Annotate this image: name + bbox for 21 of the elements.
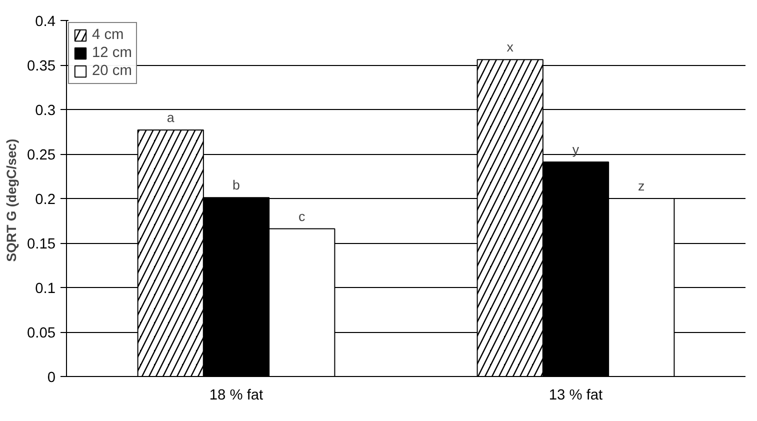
data-label: a (166, 110, 175, 125)
y-tick-label: 0.05 (26, 326, 56, 342)
y-tick-label: 0.1 (35, 281, 56, 297)
y-tick-label: 0.2 (35, 192, 56, 208)
y-tick-label: 0.35 (26, 58, 56, 74)
y-tick-label: 0.4 (35, 14, 56, 30)
data-label: c (298, 208, 306, 224)
x-tick-label: 13 % fat (548, 388, 603, 404)
legend-label: 4 cm (92, 27, 124, 43)
y-tick-label: 0.3 (35, 103, 56, 119)
x-tick-label: 18 % fat (209, 388, 264, 404)
y-axis-title: SQRT G (degC/sec) (4, 138, 19, 262)
data-label: b (232, 178, 240, 193)
y-tick-label: 0.15 (26, 236, 56, 252)
legend-label: 12 cm (92, 45, 132, 61)
data-label: y (572, 142, 580, 158)
y-tick-label: 0.25 (26, 148, 56, 164)
legend-label: 20 cm (92, 63, 132, 79)
y-tick-label: 0 (47, 370, 56, 386)
data-label: z (638, 178, 645, 194)
data-label: x (506, 40, 514, 55)
